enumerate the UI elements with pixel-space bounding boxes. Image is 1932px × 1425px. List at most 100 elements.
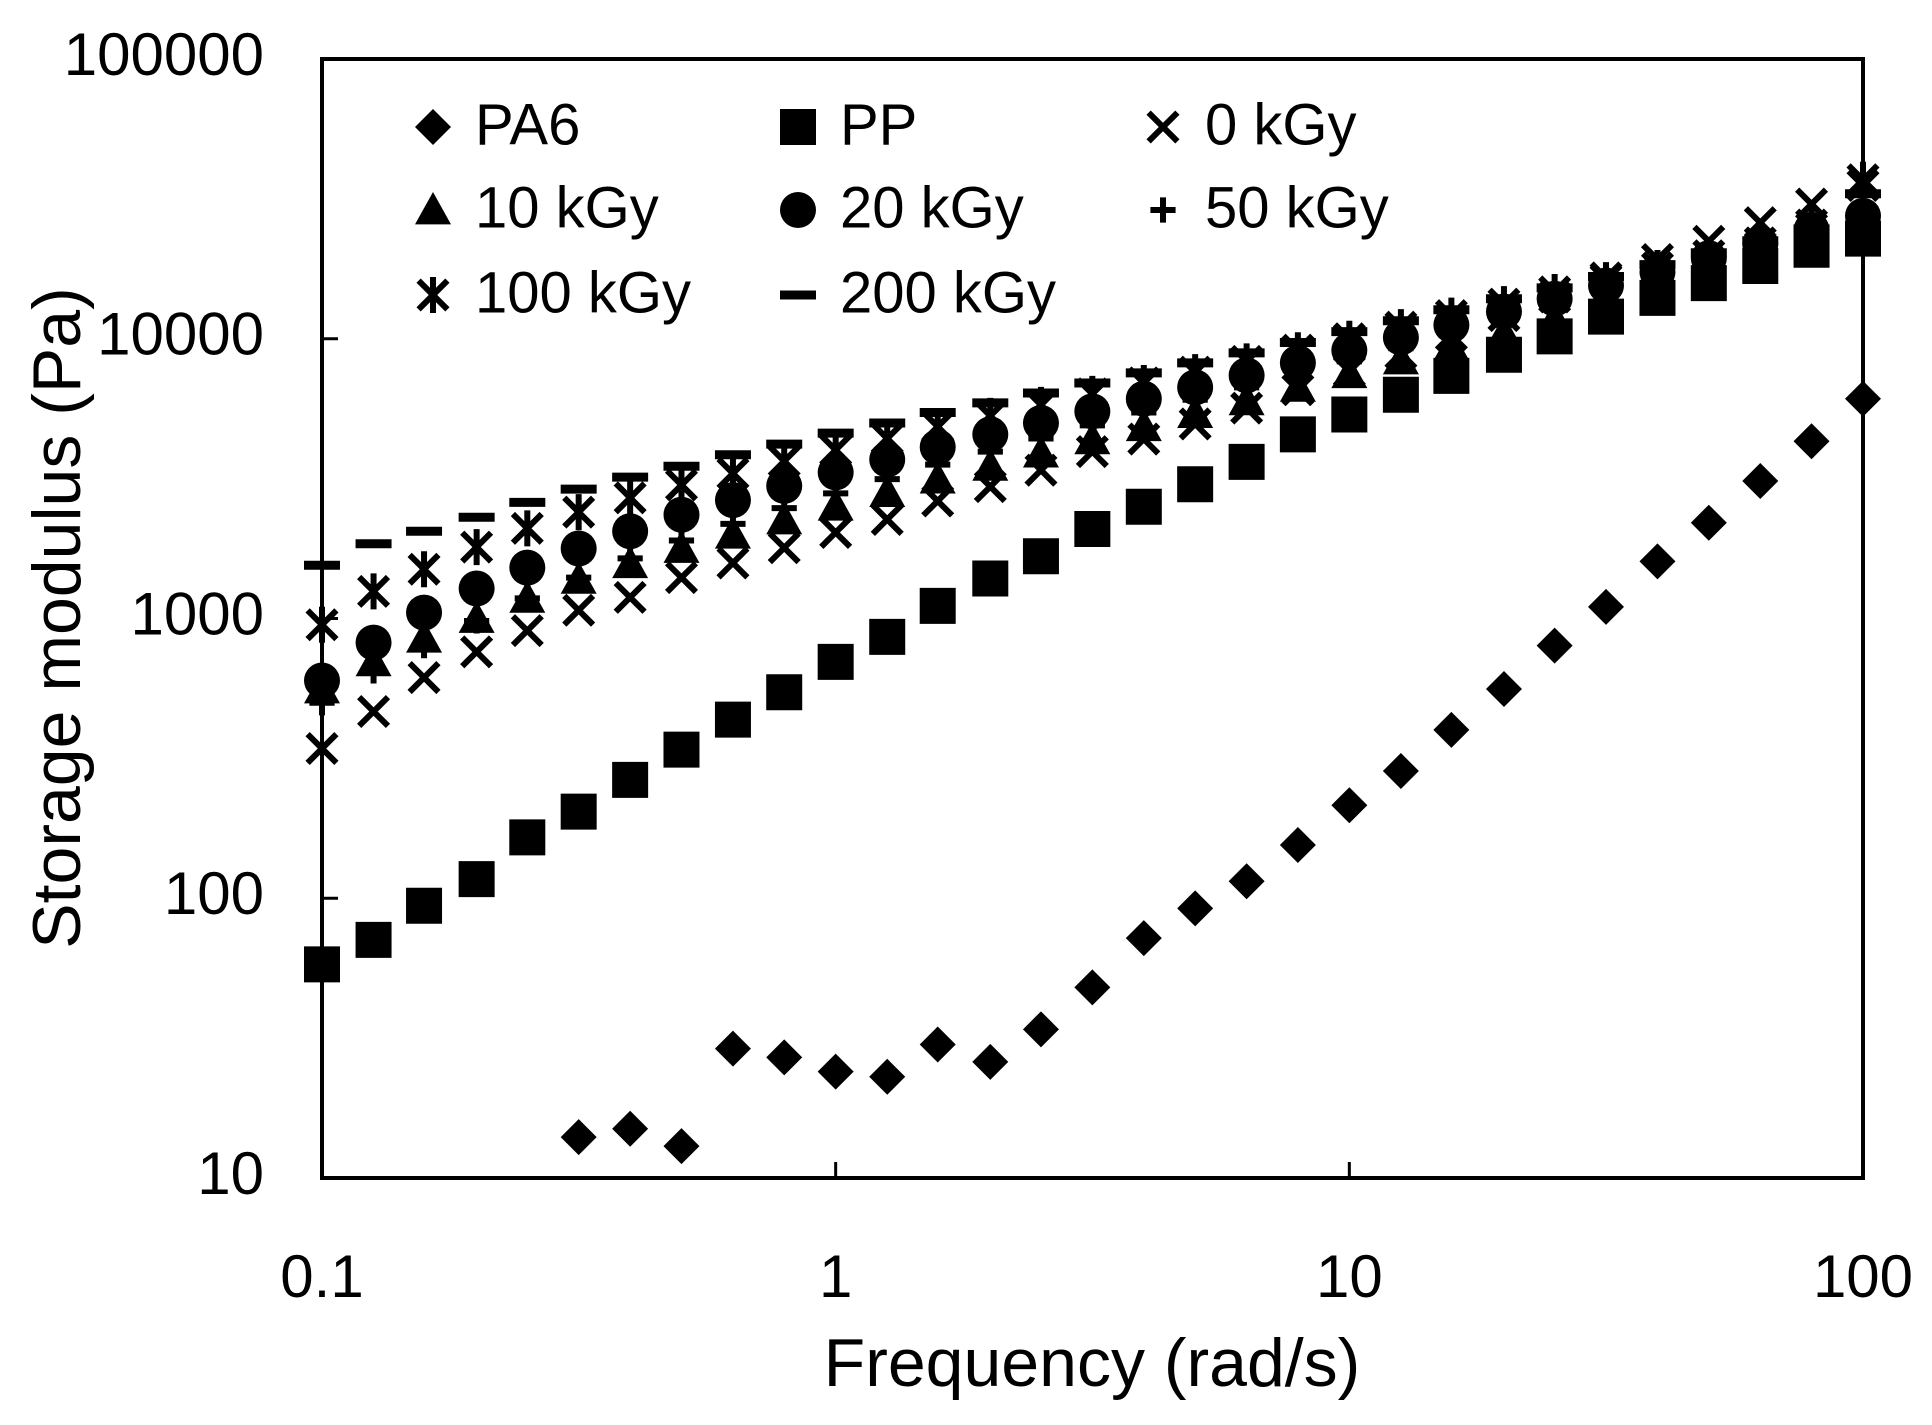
y-tick-label: 100000 xyxy=(64,21,264,88)
legend-marker xyxy=(1150,197,1176,223)
data-point xyxy=(464,608,490,634)
data-point xyxy=(664,561,699,595)
data-point xyxy=(714,701,751,738)
data-point xyxy=(819,515,853,549)
data-point xyxy=(668,527,695,554)
legend-marker xyxy=(415,192,451,225)
data-point xyxy=(972,1043,1009,1080)
data-point xyxy=(1131,399,1157,426)
y-tick-label: 100 xyxy=(164,860,264,927)
data-point xyxy=(407,551,441,588)
data-point xyxy=(1125,488,1162,525)
data-point xyxy=(407,661,441,695)
data-point xyxy=(1588,588,1625,625)
data-point xyxy=(919,1026,956,1063)
data-point xyxy=(819,432,853,469)
data-point xyxy=(919,461,956,494)
data-point xyxy=(817,454,854,491)
data-point xyxy=(1279,416,1316,453)
data-point xyxy=(869,1058,906,1095)
data-point xyxy=(458,861,495,898)
data-point xyxy=(612,1110,649,1147)
data-point xyxy=(360,658,387,684)
y-axis-label: Storage modulus (Pa) xyxy=(19,287,95,948)
data-point xyxy=(1742,463,1779,500)
data-point xyxy=(874,466,900,492)
legend-label: 50 kGy xyxy=(1205,175,1389,240)
data-point xyxy=(458,570,495,607)
data-point xyxy=(1182,387,1208,413)
data-point xyxy=(612,761,649,798)
data-point xyxy=(617,545,643,571)
legend-marker xyxy=(1146,110,1180,144)
x-axis-label: Frequency (rad/s) xyxy=(824,1325,1361,1401)
data-point xyxy=(1690,504,1727,541)
data-point xyxy=(1074,510,1111,547)
data-point xyxy=(411,633,437,659)
data-point xyxy=(1074,421,1111,455)
data-point xyxy=(355,624,392,661)
data-point xyxy=(509,549,546,586)
legend-label: 20 kGy xyxy=(840,175,1024,240)
data-point xyxy=(972,448,1009,481)
data-point xyxy=(716,546,750,580)
data-point xyxy=(767,443,801,480)
legend-label: 10 kGy xyxy=(475,175,659,240)
data-point xyxy=(714,1030,751,1067)
data-point xyxy=(1022,1011,1059,1048)
data-point xyxy=(972,560,1009,597)
data-point xyxy=(1331,787,1368,824)
data-point xyxy=(460,529,494,566)
data-point xyxy=(1177,890,1214,927)
data-point xyxy=(612,513,649,550)
data-point xyxy=(1177,466,1214,503)
data-point xyxy=(305,731,339,766)
data-point xyxy=(766,467,803,504)
data-point xyxy=(663,731,700,768)
data-point xyxy=(1850,212,1876,238)
data-point xyxy=(919,587,956,624)
data-point xyxy=(305,606,339,643)
data-point xyxy=(1485,670,1522,707)
data-point xyxy=(720,511,746,537)
legend-label: PA6 xyxy=(475,92,580,157)
data-point xyxy=(1228,443,1265,480)
data-point xyxy=(560,1119,597,1156)
data-point xyxy=(406,594,443,631)
x-tick-label: 100 xyxy=(1813,1243,1913,1310)
data-point xyxy=(817,1053,854,1090)
legend-marker xyxy=(416,277,450,313)
data-point xyxy=(1125,920,1162,957)
data-point xyxy=(977,439,1003,465)
data-point xyxy=(514,585,540,611)
data-point xyxy=(1022,538,1059,575)
data-point xyxy=(766,1039,803,1076)
data-point xyxy=(566,565,592,591)
data-point xyxy=(664,467,699,504)
y-tick-label: 1000 xyxy=(131,580,264,647)
data-point xyxy=(1433,711,1470,748)
data-point xyxy=(1639,543,1676,580)
data-point xyxy=(869,618,906,655)
x-tick-label: 10 xyxy=(1316,1243,1383,1310)
legend-label: 200 kGy xyxy=(840,260,1056,325)
legend-label: PP xyxy=(840,92,917,157)
data-point xyxy=(357,573,391,610)
data-point xyxy=(771,495,797,521)
data-point xyxy=(1845,380,1881,417)
x-tick-label: 0.1 xyxy=(280,1243,363,1310)
data-point xyxy=(357,695,391,729)
data-point xyxy=(1279,827,1316,864)
data-point xyxy=(1382,753,1419,790)
legend-label: 100 kGy xyxy=(475,260,691,325)
data-point xyxy=(304,946,340,983)
data-point xyxy=(304,662,340,699)
data-point xyxy=(406,887,443,924)
data-point xyxy=(460,635,494,669)
data-point xyxy=(510,510,544,547)
data-point xyxy=(509,819,546,856)
data-point xyxy=(1228,863,1265,900)
data-point xyxy=(767,531,801,565)
x-tick-label: 1 xyxy=(819,1243,852,1310)
